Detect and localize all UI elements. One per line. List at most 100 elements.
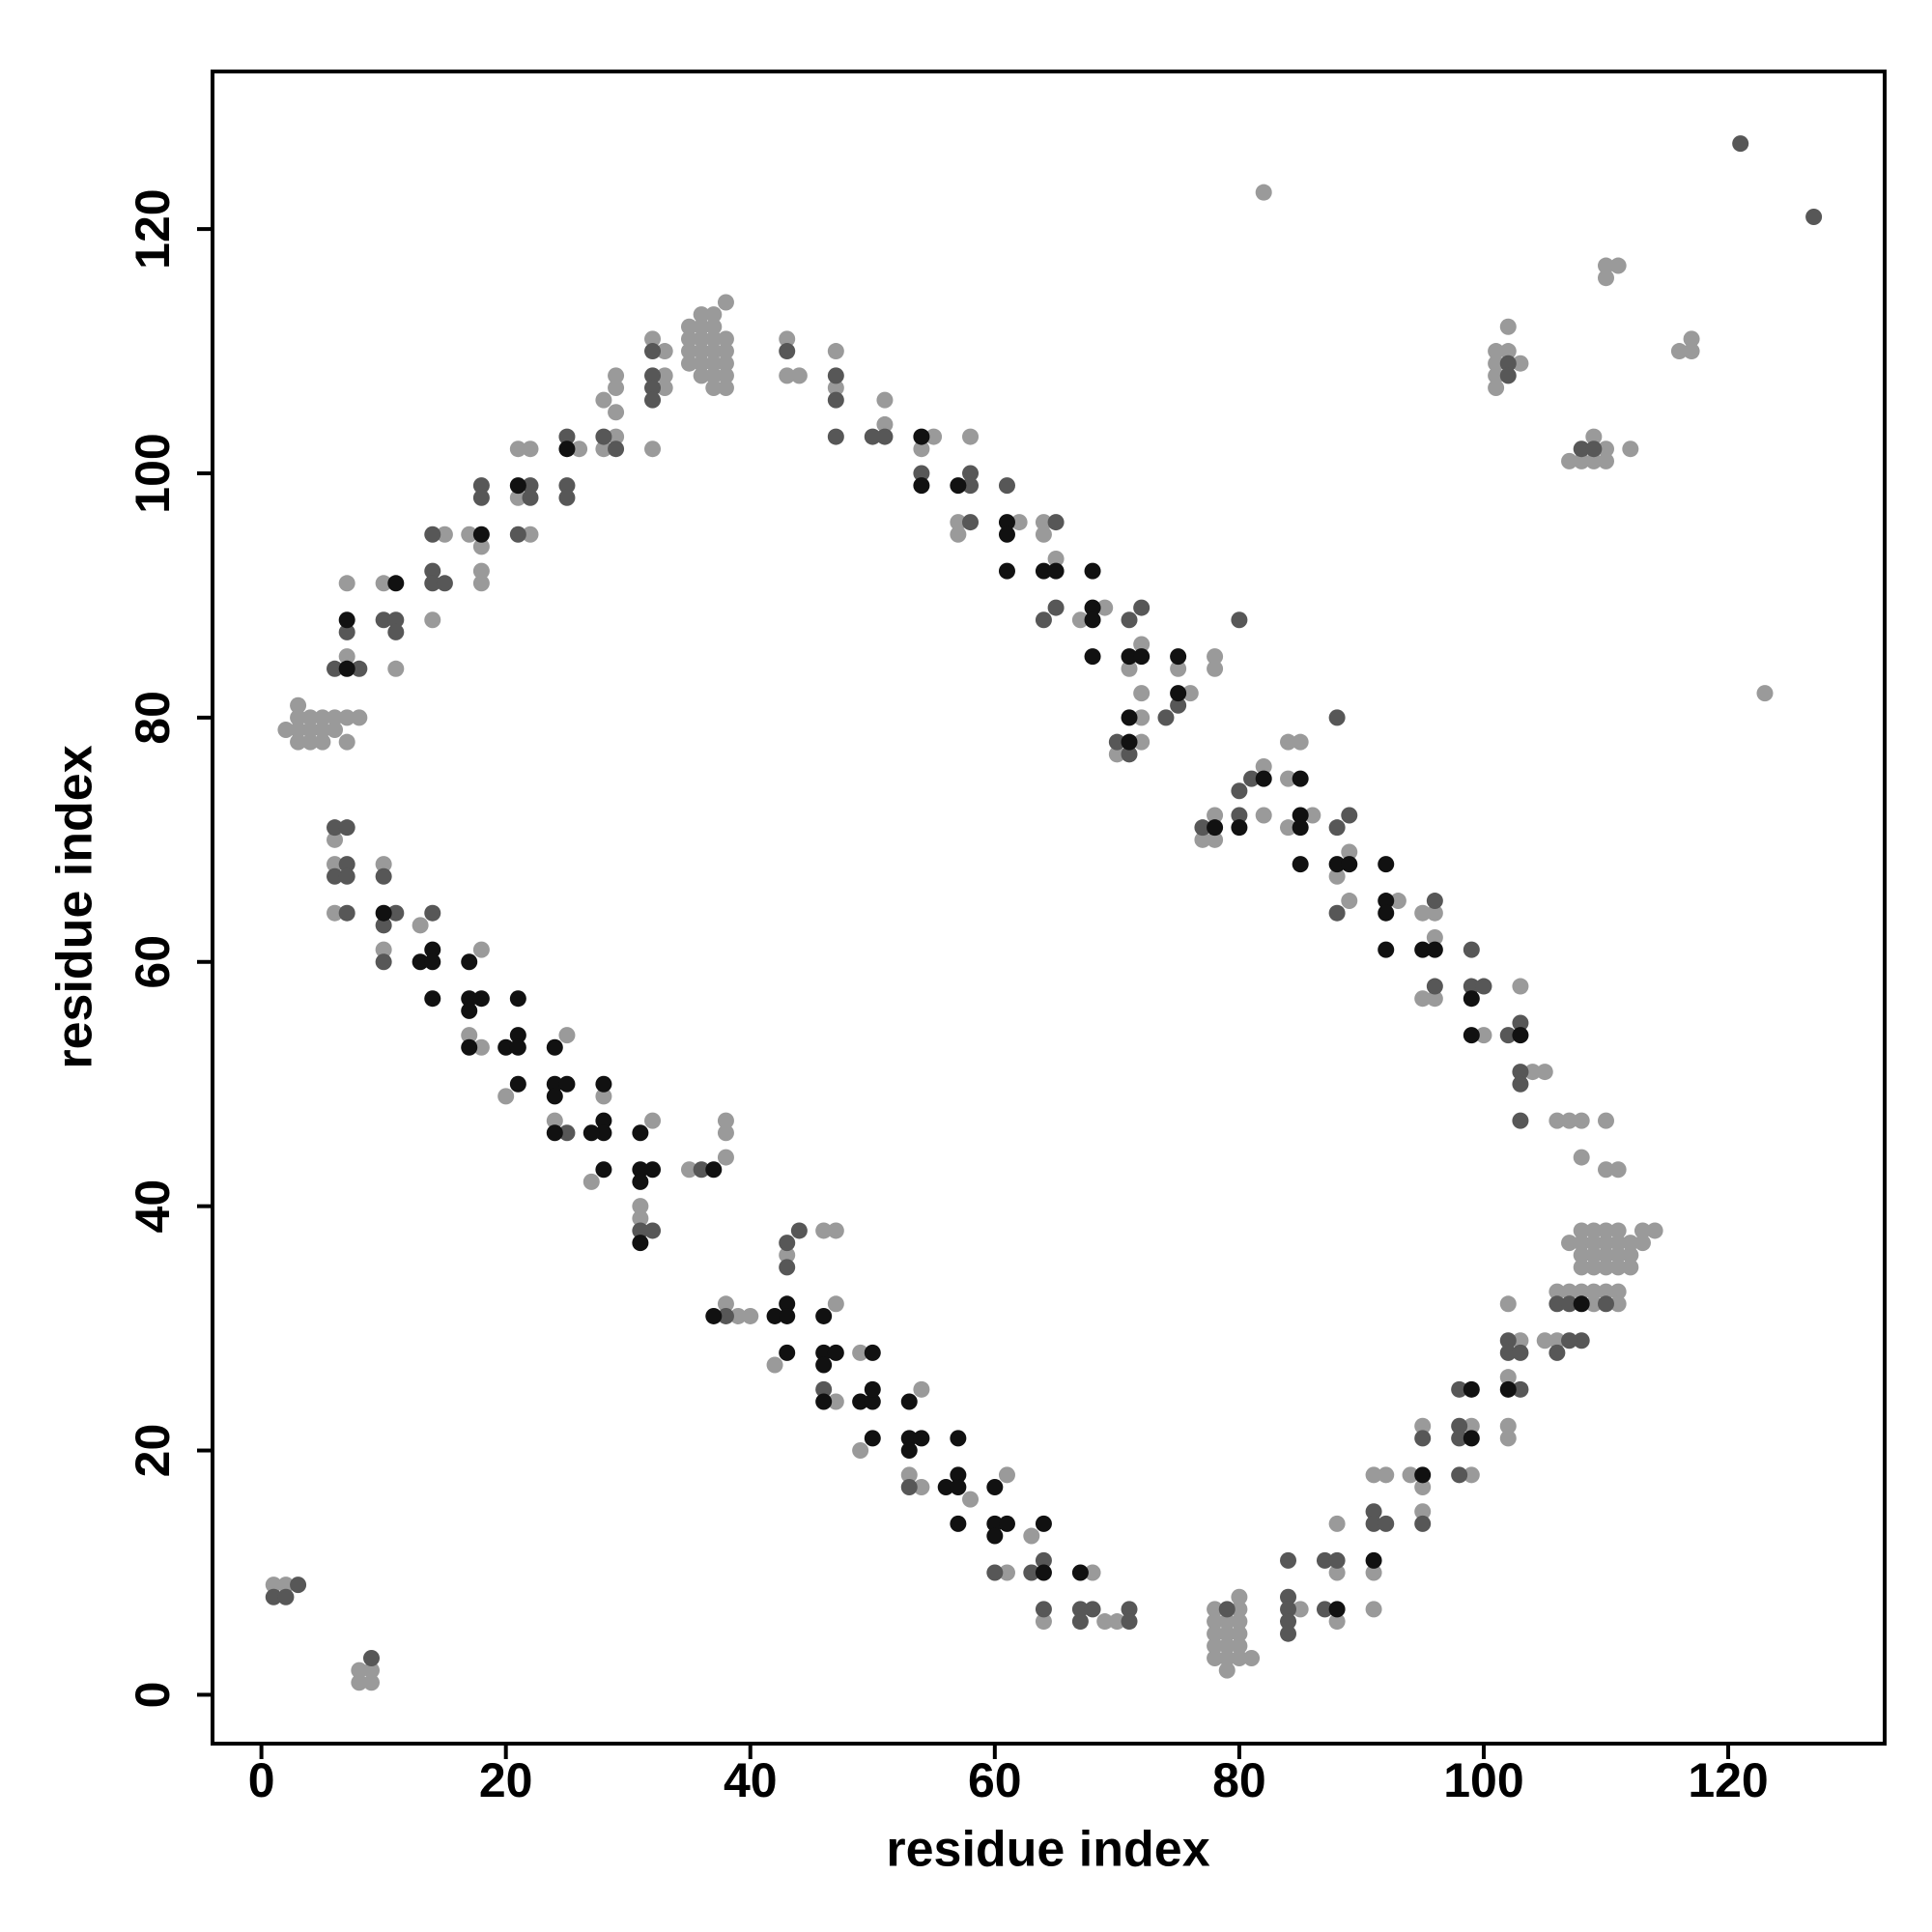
point [827, 1295, 844, 1313]
point [375, 941, 392, 958]
point [1035, 526, 1052, 543]
point [852, 1393, 869, 1410]
point [1426, 928, 1443, 946]
point [1121, 660, 1138, 677]
point [327, 867, 344, 885]
point [827, 1393, 844, 1410]
point [375, 953, 392, 971]
point [1488, 343, 1505, 360]
point [1280, 819, 1297, 837]
point [1475, 978, 1492, 995]
point [864, 1380, 881, 1398]
point [900, 1393, 918, 1410]
point [900, 1430, 918, 1447]
point [1426, 941, 1443, 958]
point [497, 1038, 515, 1056]
point [608, 428, 625, 445]
point [1035, 1515, 1052, 1532]
point [1451, 1466, 1468, 1484]
point [1512, 1344, 1529, 1361]
point [876, 391, 894, 409]
point [913, 477, 930, 495]
point [387, 623, 405, 640]
point [1463, 1466, 1480, 1484]
point [277, 1577, 295, 1594]
point [656, 379, 673, 396]
point [1548, 1295, 1566, 1313]
point [680, 318, 697, 335]
point [913, 465, 930, 482]
point [950, 1466, 967, 1484]
point [779, 343, 796, 360]
point [1512, 1380, 1529, 1398]
point [998, 1515, 1015, 1532]
point [632, 1124, 649, 1142]
point [827, 379, 844, 396]
point [1133, 636, 1151, 653]
point [1328, 904, 1346, 922]
point [1414, 941, 1432, 958]
point [632, 1198, 649, 1215]
point [717, 1295, 734, 1313]
point [900, 1466, 918, 1484]
point [497, 1088, 515, 1105]
point [1084, 562, 1101, 580]
point [1207, 648, 1224, 666]
point [1389, 893, 1406, 910]
point [314, 709, 331, 726]
point [351, 660, 368, 677]
point [1573, 1259, 1590, 1276]
plot-area [213, 71, 1885, 1744]
point [680, 1161, 697, 1179]
point [472, 526, 490, 543]
point [1585, 1295, 1603, 1313]
point [717, 1112, 734, 1129]
point [1548, 1344, 1566, 1361]
point [558, 477, 576, 495]
plot-frame [211, 70, 1887, 1746]
point [1207, 1625, 1224, 1642]
point [1573, 1246, 1590, 1264]
point [327, 660, 344, 677]
point [1108, 746, 1125, 763]
x-tick-label: 0 [248, 1753, 275, 1807]
point [461, 1002, 478, 1019]
point [680, 330, 697, 348]
point [950, 526, 967, 543]
point [1207, 819, 1224, 837]
point [375, 904, 392, 922]
point [338, 611, 355, 629]
point [436, 575, 453, 592]
point [1512, 1332, 1529, 1350]
point [1414, 1515, 1432, 1532]
point [986, 1515, 1004, 1532]
point [1512, 1112, 1529, 1129]
point [1548, 1283, 1566, 1300]
point [522, 477, 539, 495]
point [950, 1430, 967, 1447]
point [693, 343, 710, 360]
point [424, 562, 441, 580]
point [827, 1344, 844, 1361]
y-tick-label: 40 [126, 1179, 180, 1234]
point [779, 367, 796, 384]
point [338, 856, 355, 873]
point [1609, 1259, 1627, 1276]
point [632, 1173, 649, 1190]
point [314, 722, 331, 739]
point [864, 1430, 881, 1447]
point [1047, 514, 1065, 531]
point [277, 722, 295, 739]
x-tick-label: 40 [724, 1753, 778, 1807]
point [1585, 1235, 1603, 1252]
point [1573, 1149, 1590, 1166]
point [351, 1662, 368, 1679]
point [913, 428, 930, 445]
point [998, 526, 1015, 543]
point [461, 1027, 478, 1044]
point [827, 1222, 844, 1239]
point [913, 440, 930, 458]
point [1255, 184, 1272, 201]
point [962, 514, 980, 531]
point [1585, 428, 1603, 445]
